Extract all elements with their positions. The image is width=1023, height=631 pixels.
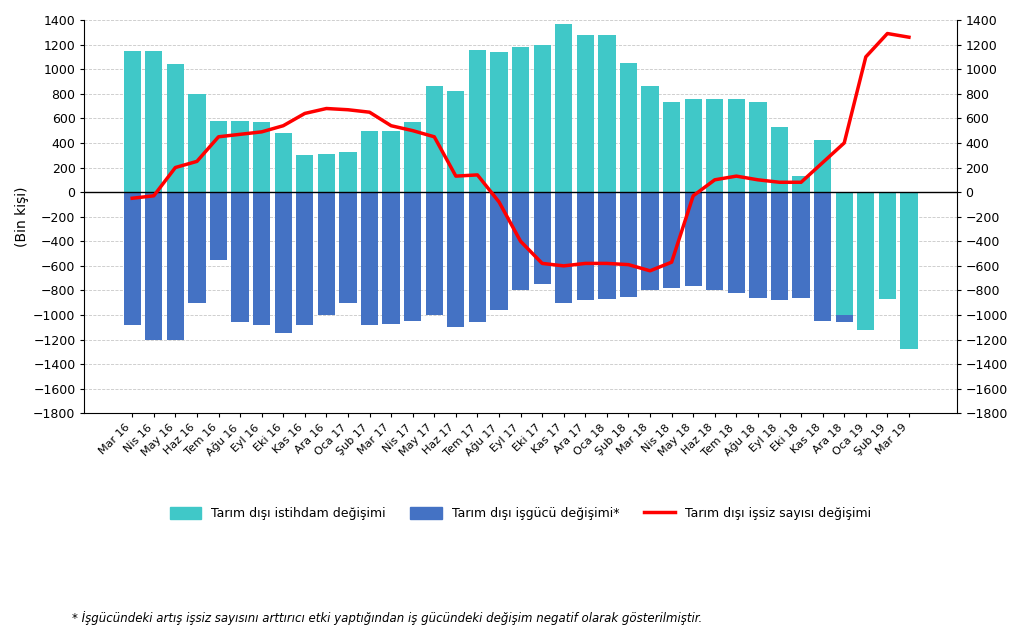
Bar (620, 63, 637, 192)
Bar (555, 24, 572, 192)
Bar (620, 192, 637, 297)
Bar (534, 45, 550, 192)
Bar (145, 50, 163, 192)
Bar (727, 98, 745, 192)
Bar (426, 192, 443, 315)
Bar (188, 94, 206, 192)
Bar (210, 121, 227, 192)
Bar (124, 50, 141, 192)
Bar (490, 192, 507, 310)
Bar (361, 192, 379, 325)
Bar (318, 154, 335, 192)
Bar (598, 35, 616, 192)
Bar (383, 131, 400, 192)
Bar (297, 155, 313, 192)
Bar (469, 49, 486, 192)
Legend: Tarım dışı istihdam değişimi, Tarım dışı işgücü değişimi*, Tarım dışı işsiz sayı: Tarım dışı istihdam değişimi, Tarım dışı… (165, 502, 877, 525)
Y-axis label: (Bin kişi): (Bin kişi) (15, 186, 29, 247)
Bar (663, 192, 680, 288)
Bar (361, 131, 379, 192)
Bar (663, 102, 680, 192)
Bar (274, 192, 292, 333)
Bar (814, 141, 832, 192)
Bar (836, 192, 853, 322)
Bar (771, 192, 788, 300)
Bar (167, 192, 184, 339)
Bar (771, 127, 788, 192)
Bar (706, 192, 723, 290)
Bar (231, 192, 249, 322)
Bar (879, 192, 896, 299)
Bar (598, 192, 616, 299)
Bar (684, 192, 702, 286)
Bar (447, 91, 464, 192)
Bar (340, 151, 357, 192)
Bar (793, 192, 810, 298)
Bar (490, 52, 507, 192)
Text: * İşgücündeki artış işsiz sayısını arttırıcı etki yaptığından iş gücündeki değiş: * İşgücündeki artış işsiz sayısını arttı… (72, 611, 702, 625)
Bar (641, 192, 659, 290)
Bar (900, 192, 918, 350)
Bar (404, 122, 421, 192)
Bar (814, 192, 832, 321)
Bar (426, 86, 443, 192)
Bar (210, 192, 227, 260)
Bar (684, 98, 702, 192)
Bar (857, 192, 875, 315)
Bar (447, 192, 464, 327)
Bar (512, 47, 529, 192)
Bar (793, 176, 810, 192)
Bar (231, 121, 249, 192)
Bar (749, 192, 766, 298)
Bar (749, 102, 766, 192)
Bar (512, 192, 529, 290)
Bar (900, 192, 918, 288)
Bar (534, 192, 550, 285)
Bar (469, 192, 486, 322)
Bar (577, 192, 594, 300)
Bar (318, 192, 335, 315)
Bar (404, 192, 421, 321)
Bar (253, 122, 270, 192)
Bar (383, 192, 400, 324)
Bar (836, 192, 853, 315)
Bar (124, 192, 141, 325)
Bar (188, 192, 206, 303)
Bar (577, 35, 594, 192)
Bar (340, 192, 357, 303)
Bar (253, 192, 270, 325)
Bar (274, 133, 292, 192)
Bar (857, 192, 875, 330)
Bar (145, 192, 163, 339)
Bar (706, 98, 723, 192)
Bar (727, 192, 745, 293)
Bar (641, 86, 659, 192)
Bar (167, 64, 184, 192)
Bar (555, 192, 572, 303)
Bar (879, 192, 896, 289)
Bar (297, 192, 313, 325)
